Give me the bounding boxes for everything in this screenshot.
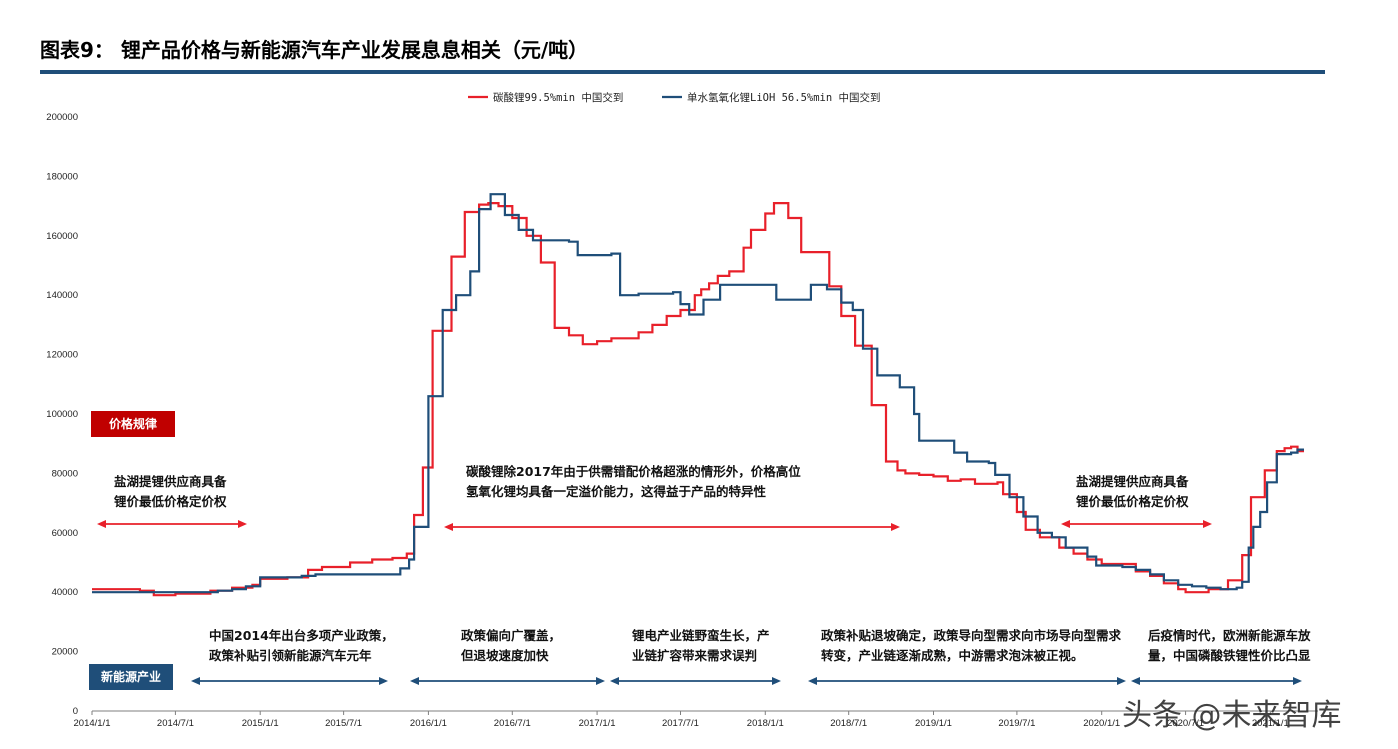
industry-note-3: 锂电产业链野蛮生长，产 业链扩容带来需求误判 <box>632 626 770 666</box>
industry-note-1-line-2: 政策补贴引领新能源汽车元年 <box>209 648 372 663</box>
title-rule <box>40 70 1325 74</box>
annotation-arrows <box>97 520 1302 685</box>
x-tick-label: 2017/7/1 <box>662 718 699 729</box>
price-arrow-left-head-right <box>238 520 247 528</box>
y-tick-label: 120000 <box>46 350 78 361</box>
industry-arrow-5-head-left <box>1131 677 1140 685</box>
x-tick-label: 2015/1/1 <box>242 718 279 729</box>
price-arrow-mid-head-right <box>891 523 900 531</box>
x-tick-label: 2020/1/1 <box>1083 718 1120 729</box>
industry-arrow-4-head-right <box>1117 677 1126 685</box>
price-left-line-1: 盐湖提锂供应商具备 <box>114 474 227 489</box>
industry-note-5-line-1: 后疫情时代，欧洲新能源车放 <box>1148 628 1311 643</box>
y-tick-label: 60000 <box>52 528 78 539</box>
price-arrow-mid-head-left <box>444 523 453 531</box>
y-tick-label: 140000 <box>46 290 78 301</box>
industry-note-1: 中国2014年出台多项产业政策， 政策补贴引领新能源汽车元年 <box>209 626 394 666</box>
x-tick-label: 2017/1/1 <box>579 718 616 729</box>
industry-note-4-line-2: 转变，产业链逐渐成熟，中游需求泡沫被正视。 <box>821 648 1084 663</box>
price-right-line-2: 锂价最低价格定价权 <box>1076 494 1189 509</box>
x-tick-label: 2018/7/1 <box>830 718 867 729</box>
y-tick-label: 40000 <box>52 587 78 598</box>
y-tick-label: 180000 <box>46 171 78 182</box>
chart-axes: 0 20000 40000 60000 80000 100000 120000 140000 1… <box>46 112 1318 729</box>
industry-arrow-3-head-left <box>610 677 619 685</box>
price-mid-note: 碳酸锂除2017年由于供需错配价格超涨的情形外，价格高位 氢氧化锂均具备一定溢价… <box>466 462 801 502</box>
industry-arrow-1-head-right <box>379 677 388 685</box>
nev-industry-tag: 新能源产业 <box>89 664 173 690</box>
industry-arrow-3-head-right <box>772 677 781 685</box>
industry-note-5: 后疫情时代，欧洲新能源车放 量，中国磷酸铁锂性价比凸显 <box>1148 626 1311 666</box>
x-tick-label: 2014/7/1 <box>157 718 194 729</box>
y-tick-label: 0 <box>73 706 78 717</box>
y-tick-label: 100000 <box>46 409 78 420</box>
price-law-tag: 价格规律 <box>91 411 175 437</box>
industry-note-2: 政策偏向广覆盖， 但退坡速度加快 <box>461 626 561 666</box>
industry-note-4-line-1: 政策补贴退坡确定，政策导向型需求向市场导向型需求 <box>821 628 1122 643</box>
price-arrow-left-head-left <box>97 520 106 528</box>
industry-arrow-4-head-left <box>808 677 817 685</box>
industry-arrow-2-head-left <box>410 677 419 685</box>
industry-arrow-5-head-right <box>1293 677 1302 685</box>
price-mid-line-2: 氢氧化锂均具备一定溢价能力，这得益于产品的特异性 <box>466 484 767 499</box>
x-tick-label: 2019/1/1 <box>915 718 952 729</box>
price-left-note: 盐湖提锂供应商具备 锂价最低价格定价权 <box>114 472 227 512</box>
x-tick-label: 2019/7/1 <box>998 718 1035 729</box>
x-tick-label: 2014/1/1 <box>74 718 111 729</box>
y-tick-label: 80000 <box>52 468 78 479</box>
price-mid-line-1: 碳酸锂除2017年由于供需错配价格超涨的情形外，价格高位 <box>466 464 801 479</box>
industry-arrow-2-head-right <box>596 677 605 685</box>
industry-note-2-line-1: 政策偏向广覆盖， <box>461 628 562 643</box>
chart-title: 图表9： 锂产品价格与新能源汽车产业发展息息相关（元/吨） <box>40 38 589 62</box>
industry-note-2-line-2: 但退坡速度加快 <box>461 648 549 663</box>
x-tick-label: 2020/7/1 <box>1167 718 1204 729</box>
price-right-line-1: 盐湖提锂供应商具备 <box>1076 474 1189 489</box>
legend-label: 碳酸锂99.5%min 中国交到 <box>493 91 623 104</box>
watermark: 头条 @未来智库 <box>1122 698 1342 733</box>
industry-note-5-line-2: 量，中国磷酸铁锂性价比凸显 <box>1148 648 1311 663</box>
y-tick-label: 20000 <box>52 647 78 658</box>
industry-arrow-1-head-left <box>191 677 200 685</box>
series-li2co3-line <box>92 202 1304 597</box>
series-lioh-line <box>92 193 1304 594</box>
legend-label: 单水氢氧化锂LiOH 56.5%min 中国交到 <box>687 91 881 104</box>
x-tick-label: 2018/1/1 <box>747 718 784 729</box>
industry-note-3-line-2: 业链扩容带来需求误判 <box>632 648 758 663</box>
x-tick-label: 2021/1/1 <box>1252 718 1289 729</box>
chart-series <box>92 193 1304 597</box>
price-right-note: 盐湖提锂供应商具备 锂价最低价格定价权 <box>1076 472 1189 512</box>
x-tick-label: 2016/1/1 <box>410 718 447 729</box>
chart-legend: 碳酸锂99.5%min 中国交到 单水氢氧化锂LiOH 56.5%min 中国交到 <box>468 91 881 104</box>
x-tick-label: 2016/7/1 <box>494 718 531 729</box>
price-arrow-right-head-left <box>1061 520 1070 528</box>
industry-note-4: 政策补贴退坡确定，政策导向型需求向市场导向型需求 转变，产业链逐渐成熟，中游需求… <box>821 626 1121 666</box>
y-tick-label: 160000 <box>46 231 78 242</box>
industry-note-3-line-1: 锂电产业链野蛮生长，产 <box>632 628 770 643</box>
price-left-line-2: 锂价最低价格定价权 <box>114 494 227 509</box>
y-tick-label: 200000 <box>46 112 78 123</box>
price-arrow-right-head-right <box>1203 520 1212 528</box>
industry-note-1-line-1: 中国2014年出台多项产业政策， <box>209 628 394 643</box>
x-tick-label: 2015/7/1 <box>325 718 362 729</box>
